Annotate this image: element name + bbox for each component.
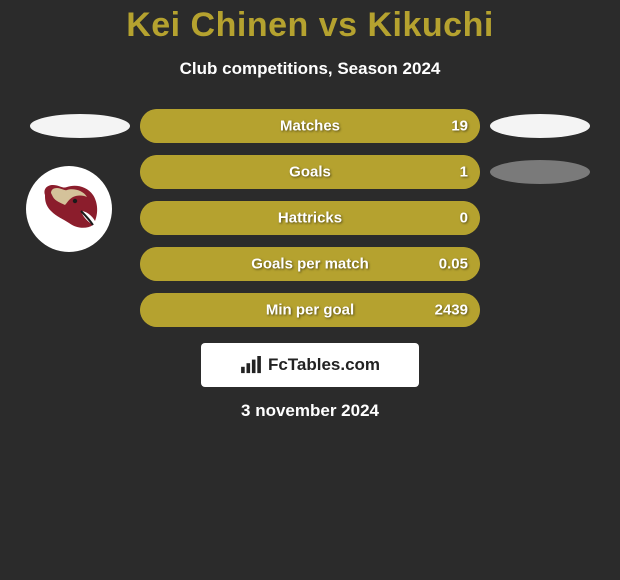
stat-bar: Goals 1 <box>140 155 480 189</box>
player-marker-right <box>490 114 590 138</box>
page-subtitle: Club competitions, Season 2024 <box>0 59 620 79</box>
stat-bar: Hattricks 0 <box>140 201 480 235</box>
stat-label: Goals <box>289 164 331 181</box>
stat-label: Goals per match <box>251 256 369 273</box>
stat-right-slot <box>480 114 600 138</box>
stat-row: Goals per match 0.05 <box>0 247 620 281</box>
page-title: Kei Chinen vs Kikuchi <box>0 6 620 45</box>
player-marker-right <box>490 160 590 184</box>
team-logo <box>26 166 112 252</box>
stat-value: 19 <box>451 118 468 135</box>
footer-date: 3 november 2024 <box>0 401 620 421</box>
coyote-icon <box>37 181 101 237</box>
stat-label: Matches <box>280 118 340 135</box>
stat-value: 0 <box>460 210 468 227</box>
stat-bar: Matches 19 <box>140 109 480 143</box>
stat-value: 1 <box>460 164 468 181</box>
stat-value: 2439 <box>435 302 468 319</box>
branding-text: FcTables.com <box>268 355 380 375</box>
stat-bar: Goals per match 0.05 <box>140 247 480 281</box>
player-marker-left <box>30 114 130 138</box>
chart-bars-icon <box>240 356 262 374</box>
stat-left-slot <box>20 114 140 138</box>
stat-right-slot <box>480 160 600 184</box>
stat-value: 0.05 <box>439 256 468 273</box>
stat-row: Min per goal 2439 <box>0 293 620 327</box>
stat-label: Min per goal <box>266 302 354 319</box>
branding-badge: FcTables.com <box>201 343 419 387</box>
stat-label: Hattricks <box>278 210 342 227</box>
stat-row: Matches 19 <box>0 109 620 143</box>
stat-bar: Min per goal 2439 <box>140 293 480 327</box>
